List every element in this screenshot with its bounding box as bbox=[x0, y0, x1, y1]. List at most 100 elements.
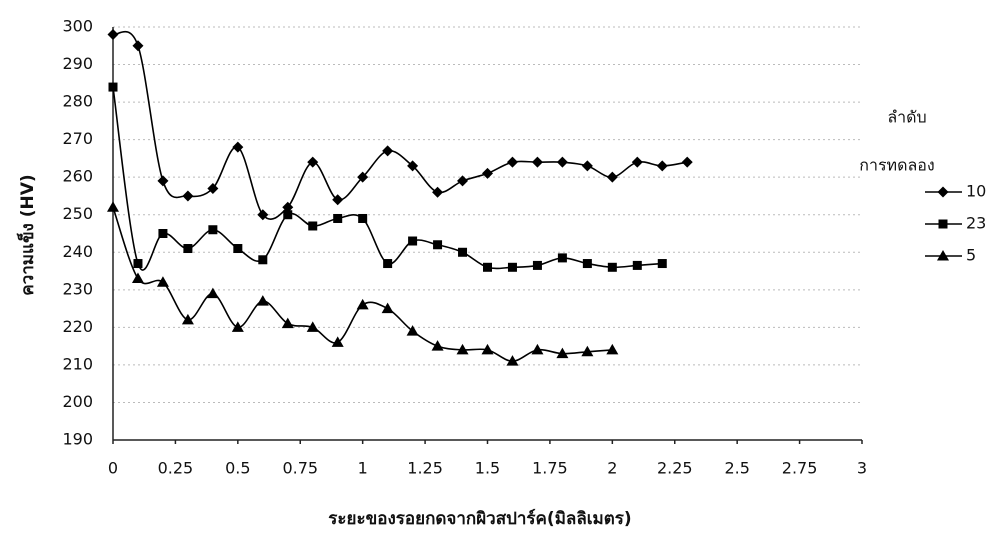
y-tick-label: 210 bbox=[62, 354, 93, 373]
data-point bbox=[158, 229, 168, 238]
data-point bbox=[233, 244, 243, 254]
x-tick-label: 3 bbox=[857, 459, 867, 478]
data-point bbox=[258, 255, 268, 265]
data-point bbox=[133, 259, 143, 269]
data-point bbox=[207, 182, 219, 194]
data-point bbox=[108, 82, 118, 92]
x-tick-label: 1 bbox=[358, 459, 368, 478]
data-point bbox=[281, 317, 294, 329]
data-point bbox=[582, 259, 592, 269]
y-tick-label: 260 bbox=[62, 167, 93, 186]
data-point bbox=[606, 171, 618, 183]
y-tick-label: 280 bbox=[62, 92, 93, 111]
y-tick-label: 290 bbox=[62, 54, 93, 73]
x-tick-label: 2.75 bbox=[782, 459, 818, 478]
data-point bbox=[383, 259, 393, 269]
series-line bbox=[112, 30, 688, 220]
data-point bbox=[506, 156, 518, 168]
data-point bbox=[431, 340, 444, 351]
data-point bbox=[331, 336, 344, 347]
legend-title: ลำดับ bbox=[887, 108, 926, 127]
legend-label: 10 bbox=[966, 182, 986, 201]
data-point bbox=[382, 145, 394, 157]
data-point bbox=[481, 343, 494, 355]
x-tick-label: 2.25 bbox=[657, 459, 693, 478]
data-point bbox=[607, 262, 617, 272]
data-point bbox=[381, 302, 394, 314]
data-point bbox=[306, 321, 319, 332]
x-tick-label: 2 bbox=[607, 459, 617, 478]
data-point bbox=[256, 295, 269, 306]
data-point bbox=[456, 343, 469, 355]
data-point bbox=[656, 160, 668, 172]
data-point bbox=[357, 171, 369, 183]
data-point bbox=[156, 276, 169, 287]
data-point bbox=[181, 313, 194, 325]
legend-title: การทดลอง bbox=[859, 156, 934, 175]
data-point bbox=[332, 194, 344, 206]
data-point bbox=[531, 156, 543, 168]
data-point bbox=[231, 321, 244, 332]
data-point bbox=[483, 262, 492, 272]
x-tick-label: 0.5 bbox=[225, 459, 250, 478]
y-tick-label: 200 bbox=[62, 392, 93, 411]
data-point bbox=[183, 244, 193, 254]
series-line bbox=[112, 206, 613, 362]
data-point bbox=[356, 298, 369, 310]
data-point bbox=[282, 201, 294, 213]
x-axis-label: ระยะของรอยกดจากผิวสปาร์ค(มิลลิเมตร) bbox=[328, 508, 631, 529]
legend-label: 23 bbox=[966, 214, 986, 233]
x-tick-label: 2.5 bbox=[724, 459, 749, 478]
legend-marker bbox=[937, 186, 949, 198]
data-point bbox=[457, 175, 469, 187]
data-point bbox=[157, 175, 169, 187]
data-point bbox=[556, 347, 569, 359]
data-point bbox=[408, 236, 418, 246]
legend-marker bbox=[938, 219, 948, 229]
data-point bbox=[307, 156, 319, 168]
data-point bbox=[482, 167, 493, 179]
y-axis-label: ความแข็ง (HV) bbox=[15, 174, 38, 295]
x-tick-label: 0 bbox=[108, 459, 118, 478]
data-point bbox=[283, 210, 293, 220]
data-point bbox=[333, 213, 343, 223]
data-point bbox=[632, 260, 642, 270]
data-point bbox=[557, 253, 567, 263]
y-tick-label: 220 bbox=[62, 317, 93, 336]
x-tick-label: 0.75 bbox=[282, 459, 318, 478]
data-point bbox=[232, 141, 244, 153]
data-point bbox=[206, 287, 219, 299]
legend-marker bbox=[937, 250, 949, 261]
data-point bbox=[681, 156, 693, 168]
data-point bbox=[182, 190, 194, 202]
data-point bbox=[107, 29, 119, 41]
y-tick-label: 300 bbox=[62, 17, 93, 36]
data-point bbox=[506, 355, 519, 366]
data-point bbox=[433, 240, 443, 250]
y-tick-label: 250 bbox=[62, 204, 93, 223]
data-point bbox=[208, 225, 218, 235]
x-tick-label: 0.25 bbox=[158, 459, 194, 478]
data-point bbox=[581, 160, 593, 172]
y-tick-label: 190 bbox=[62, 430, 93, 449]
x-tick-label: 1.25 bbox=[407, 459, 443, 478]
data-point bbox=[257, 209, 269, 221]
data-point bbox=[107, 201, 119, 212]
data-point bbox=[531, 343, 544, 355]
data-point bbox=[606, 343, 619, 355]
data-point bbox=[458, 247, 468, 257]
y-tick-label: 240 bbox=[62, 242, 93, 261]
data-point bbox=[406, 325, 419, 336]
data-point bbox=[556, 156, 568, 168]
legend-label: 5 bbox=[966, 246, 976, 265]
data-point bbox=[308, 221, 318, 231]
data-point bbox=[132, 40, 144, 52]
data-point bbox=[581, 345, 594, 357]
data-point bbox=[432, 186, 444, 198]
data-point bbox=[507, 262, 517, 272]
data-point bbox=[657, 259, 667, 269]
data-point bbox=[407, 160, 419, 172]
data-point bbox=[131, 272, 144, 284]
data-point bbox=[631, 156, 643, 168]
